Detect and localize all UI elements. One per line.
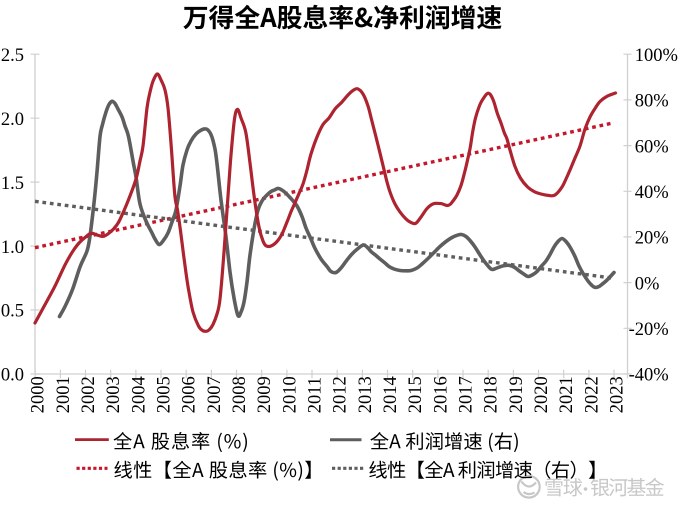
svg-text:1.0: 1.0: [1, 238, 24, 258]
svg-text:2019: 2019: [507, 376, 527, 413]
svg-text:2004: 2004: [129, 376, 149, 413]
svg-text:0%: 0%: [635, 274, 660, 294]
svg-text:2001: 2001: [54, 376, 74, 413]
svg-text:2012: 2012: [331, 376, 351, 413]
svg-text:0.5: 0.5: [1, 302, 24, 322]
svg-text:80%: 80%: [635, 92, 669, 112]
svg-text:2023: 2023: [608, 376, 628, 413]
svg-text:60%: 60%: [635, 137, 669, 157]
svg-text:2.5: 2.5: [1, 46, 24, 66]
svg-text:-20%: -20%: [629, 320, 669, 340]
svg-text:2014: 2014: [381, 376, 401, 413]
svg-text:2017: 2017: [457, 376, 477, 413]
svg-text:2005: 2005: [155, 376, 175, 413]
svg-text:1.5: 1.5: [1, 174, 24, 194]
svg-text:-40%: -40%: [629, 366, 669, 386]
svg-text:2000: 2000: [29, 376, 49, 413]
svg-text:2011: 2011: [306, 377, 326, 413]
svg-text:2022: 2022: [582, 376, 602, 413]
svg-text:2003: 2003: [104, 376, 124, 413]
svg-text:40%: 40%: [635, 183, 669, 203]
svg-text:2010: 2010: [280, 376, 300, 413]
svg-text:2008: 2008: [230, 376, 250, 413]
svg-text:2020: 2020: [532, 376, 552, 413]
svg-text:20%: 20%: [635, 229, 669, 249]
svg-text:100%: 100%: [635, 46, 678, 66]
svg-text:2.0: 2.0: [1, 110, 24, 130]
svg-text:2002: 2002: [79, 376, 99, 413]
svg-text:2016: 2016: [431, 376, 451, 413]
svg-text:2006: 2006: [180, 376, 200, 413]
svg-text:2021: 2021: [557, 376, 577, 413]
svg-text:2015: 2015: [406, 376, 426, 413]
svg-text:0.0: 0.0: [1, 366, 24, 386]
svg-text:2007: 2007: [205, 376, 225, 413]
svg-text:2013: 2013: [356, 376, 376, 413]
svg-text:2009: 2009: [255, 376, 275, 413]
svg-text:2018: 2018: [482, 376, 502, 413]
